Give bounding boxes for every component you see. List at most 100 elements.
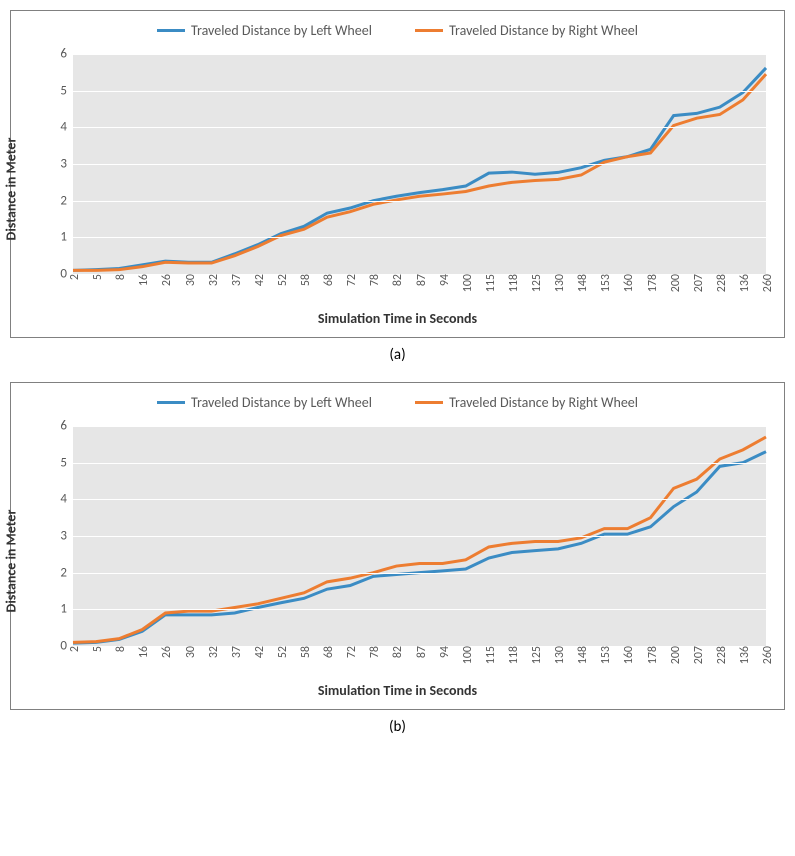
- xtick: 115: [480, 274, 498, 292]
- xtick: 52: [272, 646, 290, 658]
- ytick: 1: [60, 230, 73, 245]
- xtick: 260: [757, 646, 775, 664]
- legend-item-left-b: Traveled Distance by Left Wheel: [157, 394, 372, 411]
- chart-a-plot: 0123456258162630323742525868727882879410…: [73, 54, 766, 274]
- ytick: 1: [60, 602, 73, 617]
- chart-a-xlabel: Simulation Time in Seconds: [19, 310, 776, 327]
- xtick: 100: [457, 646, 475, 664]
- xtick: 2: [64, 646, 82, 652]
- chart-a: Traveled Distance by Left Wheel Traveled…: [10, 10, 785, 338]
- legend-label-left: Traveled Distance by Left Wheel: [191, 22, 372, 39]
- xtick: 42: [249, 646, 267, 658]
- xtick: 8: [110, 274, 128, 280]
- xtick: 207: [688, 646, 706, 664]
- xtick: 26: [156, 646, 174, 658]
- xtick: 30: [180, 274, 198, 286]
- gridline: [73, 54, 766, 55]
- xtick: 8: [110, 646, 128, 652]
- series-right-line: [73, 74, 766, 270]
- gridline: [73, 499, 766, 500]
- xtick: 68: [318, 274, 336, 286]
- legend-swatch-left-b: [157, 401, 185, 404]
- xtick: 78: [364, 646, 382, 658]
- ytick: 6: [60, 419, 73, 434]
- gridline: [73, 426, 766, 427]
- chart-b-area: Distance in Meter 0123456258162630323742…: [19, 421, 776, 701]
- ytick: 3: [60, 529, 73, 544]
- legend-label-left-b: Traveled Distance by Left Wheel: [191, 394, 372, 411]
- xtick: 16: [133, 274, 151, 286]
- xtick: 260: [757, 274, 775, 292]
- legend-label-right-b: Traveled Distance by Right Wheel: [449, 394, 638, 411]
- xtick: 82: [387, 274, 405, 286]
- xtick: 118: [503, 274, 521, 292]
- gridline: [73, 573, 766, 574]
- xtick: 148: [572, 646, 590, 664]
- series-left-line: [73, 452, 766, 643]
- xtick: 160: [618, 274, 636, 292]
- legend-item-right: Traveled Distance by Right Wheel: [415, 22, 638, 39]
- chart-b-legend: Traveled Distance by Left Wheel Traveled…: [19, 391, 776, 411]
- xtick: 228: [711, 646, 729, 664]
- xtick: 2: [64, 274, 82, 280]
- xtick: 125: [526, 646, 544, 664]
- legend-label-right: Traveled Distance by Right Wheel: [449, 22, 638, 39]
- xtick: 118: [503, 646, 521, 664]
- chart-b-plot: 0123456258162630323742525868727882879410…: [73, 426, 766, 646]
- xtick: 68: [318, 646, 336, 658]
- xtick: 136: [734, 646, 752, 664]
- xtick: 228: [711, 274, 729, 292]
- xtick: 30: [180, 646, 198, 658]
- chart-b-xlabel: Simulation Time in Seconds: [19, 682, 776, 699]
- xtick: 78: [364, 274, 382, 286]
- xtick: 153: [595, 274, 613, 292]
- figure-container: Traveled Distance by Left Wheel Traveled…: [10, 10, 785, 736]
- xtick: 178: [642, 274, 660, 292]
- ytick: 4: [60, 492, 73, 507]
- legend-item-right-b: Traveled Distance by Right Wheel: [415, 394, 638, 411]
- xtick: 200: [665, 274, 683, 292]
- xtick: 130: [549, 646, 567, 664]
- ytick: 4: [60, 120, 73, 135]
- xtick: 87: [411, 646, 429, 658]
- xtick: 42: [249, 274, 267, 286]
- legend-swatch-left: [157, 29, 185, 32]
- gridline: [73, 463, 766, 464]
- legend-swatch-right-b: [415, 401, 443, 404]
- xtick: 125: [526, 274, 544, 292]
- gridline: [73, 237, 766, 238]
- chart-a-ylabel: Distance in Meter: [3, 138, 20, 241]
- xtick: 153: [595, 646, 613, 664]
- ytick: 3: [60, 157, 73, 172]
- ytick: 2: [60, 193, 73, 208]
- chart-a-subplot-label: (a): [10, 346, 785, 364]
- xtick: 32: [203, 646, 221, 658]
- xtick: 37: [226, 274, 244, 286]
- chart-a-legend: Traveled Distance by Left Wheel Traveled…: [19, 19, 776, 39]
- xtick: 160: [618, 646, 636, 664]
- xtick: 200: [665, 646, 683, 664]
- xtick: 5: [87, 274, 105, 280]
- xtick: 207: [688, 274, 706, 292]
- xtick: 130: [549, 274, 567, 292]
- gridline: [73, 164, 766, 165]
- xtick: 94: [434, 274, 452, 286]
- chart-b-ylabel: Distance in Meter: [3, 510, 20, 613]
- xtick: 5: [87, 646, 105, 652]
- gridline: [73, 536, 766, 537]
- xtick: 94: [434, 646, 452, 658]
- xtick: 52: [272, 274, 290, 286]
- xtick: 32: [203, 274, 221, 286]
- xtick: 16: [133, 646, 151, 658]
- ytick: 2: [60, 565, 73, 580]
- ytick: 5: [60, 455, 73, 470]
- xtick: 26: [156, 274, 174, 286]
- series-left-line: [73, 68, 766, 270]
- xtick: 87: [411, 274, 429, 286]
- gridline: [73, 91, 766, 92]
- series-right-line: [73, 437, 766, 642]
- xtick: 37: [226, 646, 244, 658]
- xtick: 136: [734, 274, 752, 292]
- ytick: 5: [60, 83, 73, 98]
- gridline: [73, 609, 766, 610]
